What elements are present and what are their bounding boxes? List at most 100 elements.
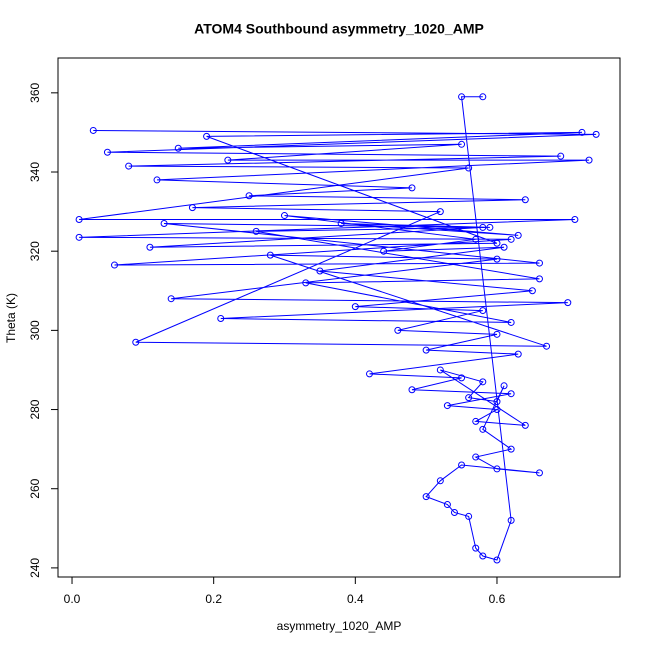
data-point	[316, 267, 324, 275]
data-point	[486, 223, 494, 231]
data-point	[153, 176, 161, 184]
plot-frame	[57, 57, 621, 578]
data-point	[465, 512, 473, 520]
data-point	[224, 156, 232, 164]
data-point	[458, 461, 466, 469]
data-point	[493, 239, 501, 247]
y-tick-label: 300	[28, 320, 42, 340]
chart-title: ATOM4 Southbound asymmetry_1020_AMP	[194, 21, 484, 37]
data-point	[146, 243, 154, 251]
data-point	[266, 251, 274, 259]
data-point	[521, 196, 529, 204]
data-point	[203, 132, 211, 140]
data-point	[458, 140, 466, 148]
data-point	[493, 556, 501, 564]
data-point	[443, 501, 451, 509]
data-point	[535, 469, 543, 477]
data-point	[535, 275, 543, 283]
data-point	[422, 493, 430, 501]
data-point	[493, 330, 501, 338]
x-axis-label: asymmetry_1020_AMP	[277, 619, 402, 633]
y-tick-label: 240	[28, 558, 42, 578]
data-point	[436, 366, 444, 374]
data-point	[507, 235, 515, 243]
data-point	[479, 552, 487, 560]
data-point	[443, 402, 451, 410]
data-point	[422, 346, 430, 354]
data-point	[472, 417, 480, 425]
data-point	[111, 261, 119, 269]
data-point	[507, 516, 515, 524]
data-point	[75, 216, 83, 224]
data-point	[458, 93, 466, 101]
data-point	[188, 204, 196, 212]
data-point	[75, 233, 83, 241]
y-tick-label: 340	[28, 162, 42, 182]
data-point	[479, 378, 487, 386]
data-point	[528, 287, 536, 295]
data-point	[280, 212, 288, 220]
y-axis-label: Theta (K)	[4, 293, 18, 343]
data-point	[472, 453, 480, 461]
data-point	[450, 508, 458, 516]
data-point	[585, 156, 593, 164]
x-tick-label: 0.0	[64, 592, 81, 606]
data-point	[493, 398, 501, 406]
data-point	[89, 126, 97, 134]
y-tick-label: 280	[28, 399, 42, 419]
x-tick-label: 0.6	[489, 592, 506, 606]
data-point	[103, 148, 111, 156]
data-point	[125, 162, 133, 170]
data-point	[571, 216, 579, 224]
data-point	[458, 374, 466, 382]
data-point	[564, 299, 572, 307]
data-point	[245, 192, 253, 200]
data-point	[507, 390, 515, 398]
data-point	[302, 279, 310, 287]
data-point	[479, 425, 487, 433]
data-point	[408, 184, 416, 192]
data-point	[493, 255, 501, 263]
data-point	[465, 164, 473, 172]
data-point	[436, 477, 444, 485]
data-point	[337, 219, 345, 227]
x-tick-label: 0.2	[205, 592, 222, 606]
y-tick-label: 360	[28, 83, 42, 103]
data-point	[394, 326, 402, 334]
data-point	[217, 314, 225, 322]
data-point	[557, 152, 565, 160]
y-tick-label: 260	[28, 478, 42, 498]
data-point	[174, 144, 182, 152]
data-point	[500, 382, 508, 390]
data-point	[507, 318, 515, 326]
data-point	[472, 235, 480, 243]
data-point	[543, 342, 551, 350]
data-point	[167, 295, 175, 303]
data-point	[351, 303, 359, 311]
data-point	[252, 227, 260, 235]
data-point	[472, 544, 480, 552]
y-tick-label: 320	[28, 241, 42, 261]
data-point	[578, 128, 586, 136]
data-point	[132, 338, 140, 346]
data-point	[479, 307, 487, 315]
data-point	[507, 445, 515, 453]
data-point	[436, 208, 444, 216]
data-point	[479, 93, 487, 101]
data-line	[79, 96, 597, 561]
x-tick-label: 0.4	[347, 592, 364, 606]
data-point	[365, 370, 373, 378]
data-point	[408, 386, 416, 394]
data-point	[493, 406, 501, 414]
data-point	[500, 243, 508, 251]
data-point	[160, 219, 168, 227]
data-point	[514, 350, 522, 358]
data-point	[514, 231, 522, 239]
data-point	[493, 465, 501, 473]
data-point	[479, 223, 487, 231]
data-point	[592, 130, 600, 138]
data-point	[465, 394, 473, 402]
data-point	[380, 247, 388, 255]
